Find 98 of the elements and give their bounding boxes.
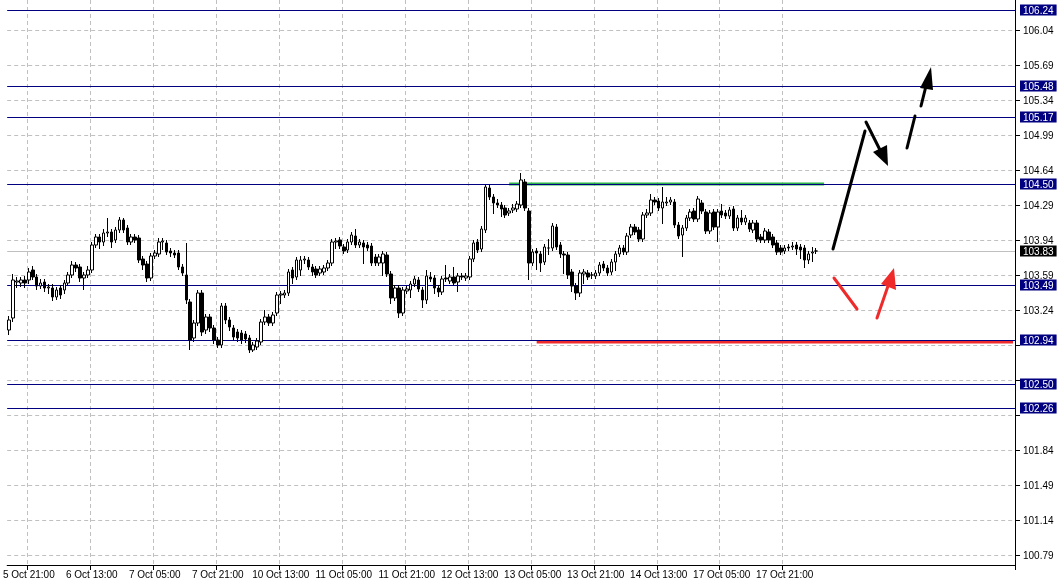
candlestick: [59, 284, 62, 300]
candlestick: [795, 241, 798, 256]
candlestick: [708, 209, 712, 235]
x-tick-label: 14 Oct 13:00: [630, 568, 688, 580]
candlestick: [507, 207, 511, 217]
candlestick: [19, 276, 23, 288]
y-tick-label: 104.29: [1023, 199, 1055, 211]
x-tick-label: 7 Oct 21:00: [191, 568, 245, 580]
candlestick: [755, 219, 759, 243]
x-tick-label: 7 Oct 05:00: [128, 568, 182, 580]
candlestick: [748, 219, 751, 233]
candlestick: [767, 228, 771, 244]
candlestick: [240, 329, 243, 345]
candlestick: [397, 284, 401, 319]
x-tick-label: 12 Oct 13:00: [441, 568, 499, 580]
x-tick-label: 10 Oct 13:00: [252, 568, 310, 580]
candlestick: [287, 268, 290, 297]
ref-line-label: 105.48: [1023, 80, 1055, 92]
candlestick: [236, 328, 239, 343]
candlestick: [27, 267, 31, 285]
y-tick-label: 105.34: [1023, 94, 1055, 106]
ref-line-label: 105.17: [1023, 111, 1055, 123]
candlestick: [248, 334, 251, 354]
candlestick: [381, 250, 385, 277]
y-tick-label: 101.14: [1023, 514, 1055, 526]
candlestick: [783, 244, 786, 255]
y-tick-label: 105.69: [1023, 59, 1055, 71]
candlestick: [338, 236, 342, 250]
candlestick: [696, 195, 700, 223]
candlestick: [165, 239, 168, 256]
candlestick: [641, 211, 645, 243]
y-tick-label: 100.79: [1023, 549, 1055, 561]
ref-line-label: 102.50: [1023, 378, 1055, 390]
x-tick-label: 11 Oct 21:00: [378, 568, 436, 580]
ref-line-label: 102.26: [1023, 402, 1055, 414]
candlestick: [811, 246, 814, 263]
x-tick-label: 11 Oct 05:00: [315, 568, 373, 580]
candlestick: [314, 265, 318, 279]
candlestick: [578, 269, 582, 298]
candlestick: [598, 261, 601, 277]
candlestick: [551, 222, 554, 252]
candlestick: [732, 205, 735, 232]
candlestick: [602, 260, 605, 272]
candlestick: [322, 264, 326, 276]
candlestick: [220, 302, 223, 349]
candlestick: [409, 280, 412, 299]
candlestick: [267, 313, 271, 327]
x-tick-label: 17 Oct 21:00: [756, 568, 814, 580]
candlestick: [318, 265, 322, 277]
x-tick-label: 17 Oct 05:00: [693, 568, 751, 580]
y-tick-label: 104.99: [1023, 129, 1055, 141]
candlestick: [433, 274, 436, 295]
ref-line-label: 104.50: [1023, 178, 1055, 190]
candlestick: [511, 203, 515, 214]
candlestick: [787, 243, 790, 252]
candlestick: [535, 247, 538, 271]
candlestick: [149, 252, 153, 282]
candlestick: [295, 256, 298, 281]
ref-line-label: 103.49: [1023, 279, 1055, 291]
candlestick: [519, 172, 523, 209]
candlestick: [779, 244, 783, 256]
y-tick-label: 103.59: [1023, 269, 1055, 281]
candlestick: [803, 244, 806, 269]
candlestick: [401, 286, 405, 317]
candlestick: [354, 228, 357, 249]
candlestick: [362, 239, 365, 265]
x-tick-label: 13 Oct 21:00: [567, 568, 625, 580]
candlestick: [503, 204, 507, 219]
candlestick: [586, 269, 590, 281]
ref-line-label: 106.24: [1023, 4, 1055, 16]
candlestick: [649, 193, 653, 217]
y-tick-label: 103.24: [1023, 304, 1055, 316]
candlestick: [425, 269, 428, 305]
candlestick: [55, 286, 58, 301]
candlestick: [51, 283, 54, 302]
y-tick-label: 101.49: [1023, 479, 1055, 491]
candlestick: [370, 242, 373, 267]
candlestick: [330, 238, 334, 267]
y-tick-label: 101.84: [1023, 444, 1055, 456]
x-tick-label: 6 Oct 13:00: [65, 568, 119, 580]
candlestick: [200, 289, 204, 337]
x-tick-label: 5 Oct 21:00: [2, 568, 56, 580]
y-tick-label: 106.04: [1023, 24, 1055, 36]
candlestick: [763, 227, 767, 244]
candlestick: [299, 255, 302, 277]
candlestick: [716, 208, 720, 243]
candlestick: [39, 278, 42, 290]
candlestick: [43, 278, 46, 293]
y-tick-label: 103.94: [1023, 234, 1055, 246]
y-tick-label: 104.64: [1023, 164, 1055, 176]
ref-line-label: 103.83: [1023, 245, 1055, 257]
ref-line-label: 102.94: [1023, 334, 1055, 346]
candlestick: [157, 237, 161, 258]
candlestick: [98, 233, 101, 250]
x-tick-label: 13 Oct 05:00: [504, 568, 562, 580]
candlestick: [661, 186, 664, 225]
candlestick: [500, 201, 503, 218]
candlestick: [791, 241, 794, 251]
